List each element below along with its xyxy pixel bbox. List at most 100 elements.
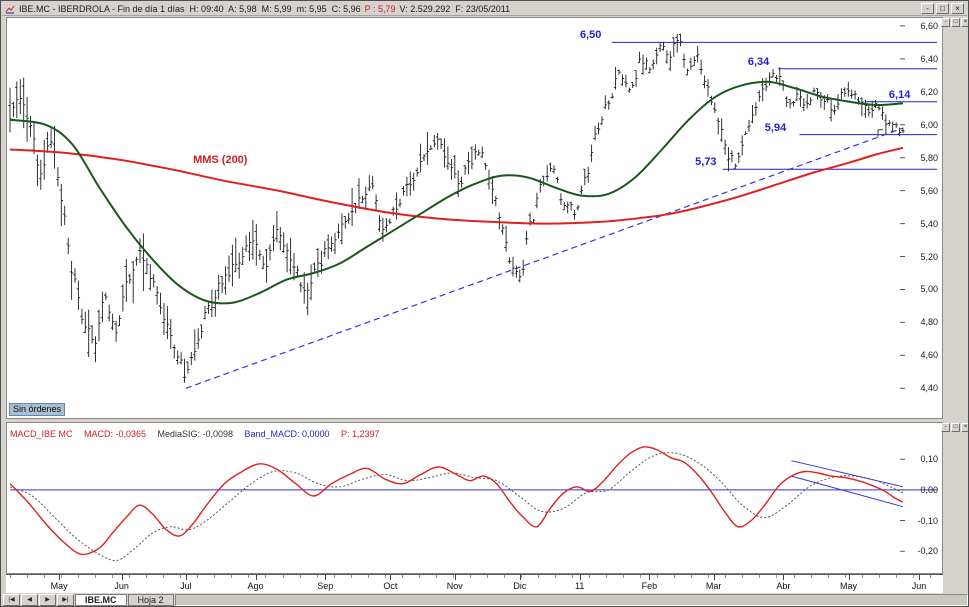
- pane-minimize-icon[interactable]: -: [941, 18, 950, 27]
- price-axis-label: 5,80: [920, 152, 938, 163]
- time-axis-minor-tick: [725, 575, 727, 578]
- time-axis[interactable]: May Jun Jul Ago Sep Oct Nov Dic 11 Feb Mar Abr May Ju…: [6, 574, 943, 593]
- window-controls: - □ ×: [921, 3, 964, 14]
- time-axis-minor-tick: [674, 575, 676, 578]
- time-axis-minor-tick: [333, 575, 335, 578]
- level-label-614[interactable]: 6,14: [887, 88, 912, 101]
- time-axis-label: Ago: [247, 581, 264, 591]
- macd-axis-label: 0,10: [920, 454, 938, 465]
- time-axis-minor-tick: [486, 575, 488, 578]
- macd-signal-line: [9, 452, 904, 562]
- title-text: IBE.MC - IBERDROLA - Fin de día 1 días H…: [19, 3, 361, 14]
- price-axis-label: 5,60: [920, 185, 938, 196]
- time-axis-minor-tick: [418, 575, 420, 578]
- macd-p-value: P: 1,2397: [340, 429, 380, 439]
- time-axis-label: Sep: [317, 581, 334, 591]
- tab-hoja-2[interactable]: Hoja 2: [127, 594, 174, 606]
- title-last-price: P : 5,79: [364, 3, 396, 14]
- pane-restore-icon[interactable]: □: [951, 423, 960, 432]
- tab-ibe-mc[interactable]: IBE.MC: [75, 594, 127, 606]
- price-axis-label: 5,00: [920, 284, 938, 295]
- time-axis-minor-tick: [861, 575, 863, 578]
- time-axis-minor-tick: [299, 575, 301, 578]
- pane-minimize-icon[interactable]: -: [941, 423, 950, 432]
- macd-title: MACD_IBE MC: [10, 429, 73, 439]
- time-axis-minor-tick: [640, 575, 642, 578]
- level-label-650[interactable]: 6,50: [578, 29, 603, 42]
- sheet-bar: |◀ ◀ ▶ ▶| IBE.MC Hoja 2: [2, 593, 968, 606]
- time-axis-minor-tick: [844, 575, 846, 578]
- price-axis-label: 4,80: [920, 317, 938, 328]
- no-orders-badge: Sin órdenes: [9, 403, 66, 416]
- time-axis-major-tick: [185, 575, 187, 580]
- horizontal-scrollbar[interactable]: [174, 594, 968, 606]
- macd-axis-label: 0,00: [920, 484, 938, 495]
- time-axis-minor-tick: [912, 575, 914, 578]
- level-label-634[interactable]: 6,34: [746, 55, 771, 68]
- title-bar[interactable]: IBE.MC - IBERDROLA - Fin de día 1 días H…: [2, 2, 967, 16]
- next-sheet-button[interactable]: ▶: [39, 594, 56, 606]
- time-axis-minor-tick: [538, 575, 540, 578]
- time-axis-minor-tick: [197, 575, 199, 578]
- time-axis-label: 11: [575, 581, 585, 591]
- time-axis-minor-tick: [589, 575, 591, 578]
- time-axis-label: May: [50, 581, 68, 591]
- time-axis-minor-tick: [708, 575, 710, 578]
- price-axis-label: 6,60: [920, 20, 938, 31]
- macd-axis[interactable]: 0,10 0,00 -0,10 -0,20: [906, 423, 942, 573]
- time-axis-minor-tick: [759, 575, 761, 578]
- macd-channel-line[interactable]: [791, 475, 904, 508]
- price-axis[interactable]: 6,60 6,40 6,20 6,00 5,80 5,60 5,40 5,20 5,00 4,80…: [906, 18, 942, 418]
- ma200-label: MMS (200): [193, 154, 248, 167]
- ma-fast-line: [9, 80, 904, 305]
- time-axis-minor-tick: [265, 575, 267, 578]
- time-axis-minor-tick: [95, 575, 97, 578]
- price-chart-canvas[interactable]: [7, 18, 942, 418]
- pane-close-icon[interactable]: ×: [961, 18, 968, 27]
- pane-close-icon[interactable]: ×: [961, 423, 968, 432]
- time-axis-major-tick: [519, 575, 521, 580]
- macd-axis-ticks: [900, 458, 905, 552]
- minimize-icon[interactable]: -: [921, 3, 934, 14]
- time-axis-major-tick: [649, 575, 651, 580]
- first-sheet-button[interactable]: |◀: [3, 594, 20, 606]
- macd-line: [9, 446, 904, 556]
- time-axis-label: Jun: [114, 581, 129, 591]
- close-icon[interactable]: ×: [951, 3, 964, 14]
- pane-restore-icon[interactable]: □: [951, 18, 960, 27]
- time-axis-minor-tick: [520, 575, 522, 578]
- time-axis-minor-tick: [606, 575, 608, 578]
- trendline[interactable]: [185, 127, 904, 389]
- time-axis-minor-tick: [503, 575, 505, 578]
- time-axis-minor-tick: [384, 575, 386, 578]
- price-bars: [8, 33, 905, 383]
- price-axis-ticks: [900, 25, 905, 389]
- time-axis-minor-tick: [78, 575, 80, 578]
- time-axis-label: Oct: [383, 581, 398, 591]
- restore-icon[interactable]: □: [936, 3, 949, 14]
- time-axis-label: Mar: [705, 581, 722, 591]
- time-axis-minor-tick: [163, 575, 165, 578]
- macd-pane: MACD_IBE MC MACD: -0,0365 MediaSIG: -0,0…: [6, 422, 943, 574]
- time-axis-minor-tick: [61, 575, 63, 578]
- time-axis-minor-tick: [895, 575, 897, 578]
- time-axis-major-tick: [848, 575, 850, 580]
- level-label-573[interactable]: 5,73: [694, 156, 718, 169]
- time-axis-minor-tick: [10, 575, 11, 578]
- prev-sheet-button[interactable]: ◀: [21, 594, 38, 606]
- title-text-right: V: 2.529.292 F: 23/05/2011: [399, 3, 511, 14]
- macd-pane-controls: - □ ×: [941, 423, 968, 432]
- time-axis-label: May: [840, 581, 858, 591]
- time-axis-major-tick: [390, 575, 392, 580]
- time-axis-minor-tick: [623, 575, 625, 578]
- time-axis-minor-tick: [878, 575, 880, 578]
- time-axis-minor-tick: [180, 575, 182, 578]
- time-axis-minor-tick: [929, 575, 931, 578]
- macd-chart-canvas[interactable]: [7, 423, 942, 573]
- last-sheet-button[interactable]: ▶|: [57, 594, 74, 606]
- macd-channel-line[interactable]: [791, 460, 904, 488]
- time-axis-minor-tick: [112, 575, 114, 578]
- level-label-594[interactable]: 5,94: [763, 121, 788, 134]
- app-icon: [5, 5, 15, 13]
